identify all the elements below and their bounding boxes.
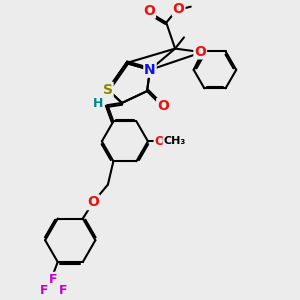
Text: O: O — [173, 2, 184, 16]
Text: O: O — [157, 99, 169, 113]
Text: F: F — [40, 284, 48, 297]
Text: H: H — [93, 97, 103, 110]
Text: O: O — [143, 4, 155, 18]
Text: S: S — [103, 82, 113, 97]
Text: F: F — [49, 273, 58, 286]
Text: O: O — [194, 44, 206, 58]
Text: O: O — [154, 135, 165, 148]
Text: N: N — [144, 63, 156, 77]
Text: O: O — [87, 195, 99, 209]
Text: F: F — [58, 284, 67, 297]
Text: CH₃: CH₃ — [164, 136, 186, 146]
